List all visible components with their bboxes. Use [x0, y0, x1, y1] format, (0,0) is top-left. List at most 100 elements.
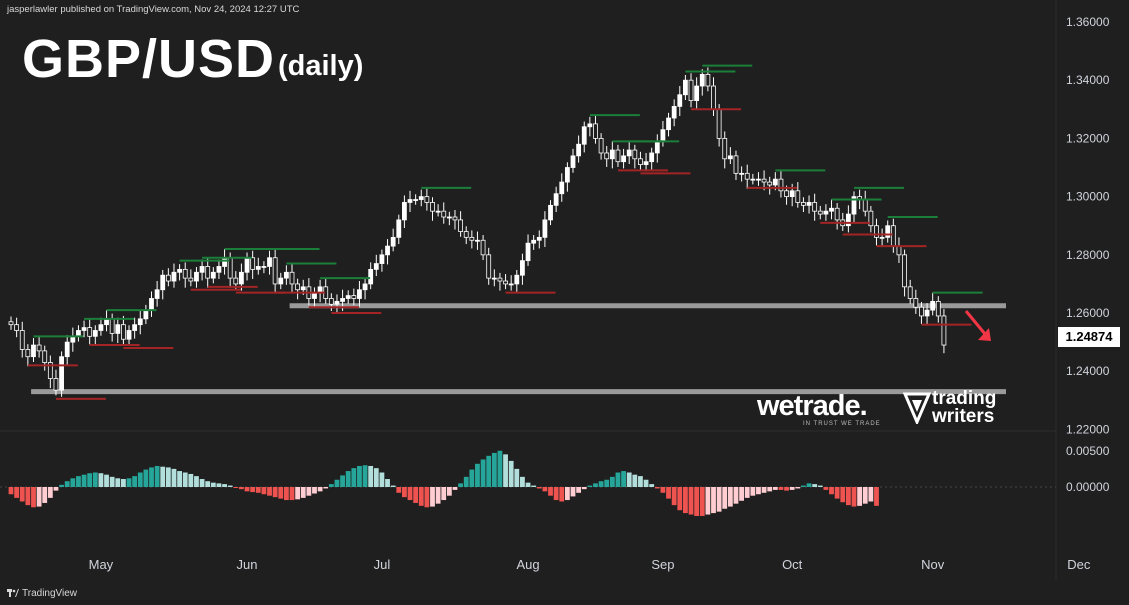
candle — [722, 138, 728, 160]
histogram-bar — [278, 487, 284, 499]
candle — [385, 245, 390, 256]
histogram-bar — [8, 487, 14, 495]
histogram-bar — [340, 475, 345, 487]
histogram-bar — [784, 487, 789, 491]
candle — [778, 178, 784, 192]
histogram-bar — [283, 487, 289, 501]
candle — [919, 306, 924, 317]
histogram-bar — [609, 476, 615, 487]
candle — [98, 324, 104, 331]
histogram-bar — [559, 487, 565, 502]
histogram-bar — [446, 487, 452, 496]
candle — [283, 271, 289, 279]
histogram-bar — [194, 476, 199, 487]
histogram-bar — [778, 487, 784, 490]
histogram-bar — [688, 487, 694, 515]
histogram-bar — [143, 469, 149, 487]
candle — [250, 257, 256, 270]
candle — [520, 260, 525, 276]
x-tick-label: Jun — [237, 557, 258, 572]
candle — [278, 277, 284, 285]
candle — [194, 271, 199, 282]
candle — [8, 321, 14, 326]
current-price-label: 1.24874 — [1058, 327, 1120, 347]
histogram-bar — [137, 472, 143, 487]
candle — [261, 266, 267, 268]
histogram-bar — [413, 487, 419, 503]
candle — [851, 196, 857, 215]
histogram-bar — [188, 473, 194, 487]
y-tick-label: 1.26000 — [1066, 306, 1110, 320]
histogram-bar — [491, 452, 497, 487]
candle — [452, 216, 458, 221]
histogram-bar — [295, 487, 301, 500]
histogram-bar — [328, 484, 334, 487]
candle — [373, 263, 379, 270]
x-tick-label: Dec — [1067, 557, 1091, 572]
candle — [913, 298, 919, 308]
candle — [649, 152, 655, 163]
candle — [469, 236, 475, 241]
histogram-bar — [312, 487, 317, 494]
candle — [401, 202, 407, 221]
histogram-bar — [199, 479, 205, 487]
histogram-tick-label: 0.00500 — [1066, 444, 1110, 458]
histogram-bar — [390, 485, 396, 487]
wetrade-logo: wetrade. — [757, 390, 868, 422]
candle — [216, 266, 222, 273]
histogram-bar — [750, 487, 756, 496]
x-tick-label: Sep — [651, 557, 674, 572]
candle — [36, 344, 42, 352]
histogram-bar — [548, 487, 553, 496]
histogram-bar — [520, 476, 525, 487]
histogram-bar — [160, 466, 166, 487]
histogram-bar — [469, 469, 475, 487]
histogram-bar — [53, 487, 59, 491]
histogram-bar — [632, 474, 638, 487]
histogram-bar — [834, 487, 840, 499]
histogram-tick-label: 0.00000 — [1066, 480, 1110, 494]
histogram-bar — [767, 487, 773, 492]
candle — [171, 271, 177, 282]
candle — [935, 300, 941, 317]
histogram-bar — [233, 487, 239, 488]
histogram-bar — [182, 472, 188, 487]
histogram-bar — [216, 483, 222, 487]
candle — [357, 289, 362, 299]
histogram-bar — [649, 484, 655, 487]
histogram-bar — [711, 487, 716, 514]
x-tick-label: Nov — [921, 557, 945, 572]
candle — [817, 210, 823, 215]
candle — [435, 210, 441, 213]
candle — [480, 239, 486, 256]
histogram-bar — [497, 450, 503, 487]
candle — [795, 190, 801, 203]
histogram-bar — [430, 487, 435, 507]
histogram-bar — [789, 487, 795, 490]
histogram-bar — [441, 487, 447, 501]
histogram-bar — [255, 487, 261, 493]
histogram-bar — [525, 482, 531, 487]
candle — [244, 257, 250, 273]
histogram-bar — [104, 474, 109, 487]
candle — [750, 178, 756, 181]
candle — [879, 236, 885, 239]
candle — [109, 318, 115, 334]
candle — [396, 219, 402, 238]
histogram-bar — [508, 460, 514, 487]
histogram-bar — [132, 476, 138, 487]
histogram-bar — [604, 479, 610, 487]
histogram-bar — [626, 472, 632, 487]
candle — [609, 149, 615, 160]
histogram-bar — [76, 476, 81, 487]
candle — [81, 327, 87, 331]
histogram-bar — [306, 487, 312, 496]
histogram-bar — [486, 455, 492, 487]
candle — [413, 199, 419, 201]
down-arrow — [964, 310, 987, 335]
candle — [233, 277, 239, 285]
tradingwriters-line1: trading — [932, 388, 997, 409]
candle — [885, 225, 891, 238]
tradingwriters-line2: writers — [932, 406, 995, 427]
histogram-bar — [823, 487, 829, 490]
